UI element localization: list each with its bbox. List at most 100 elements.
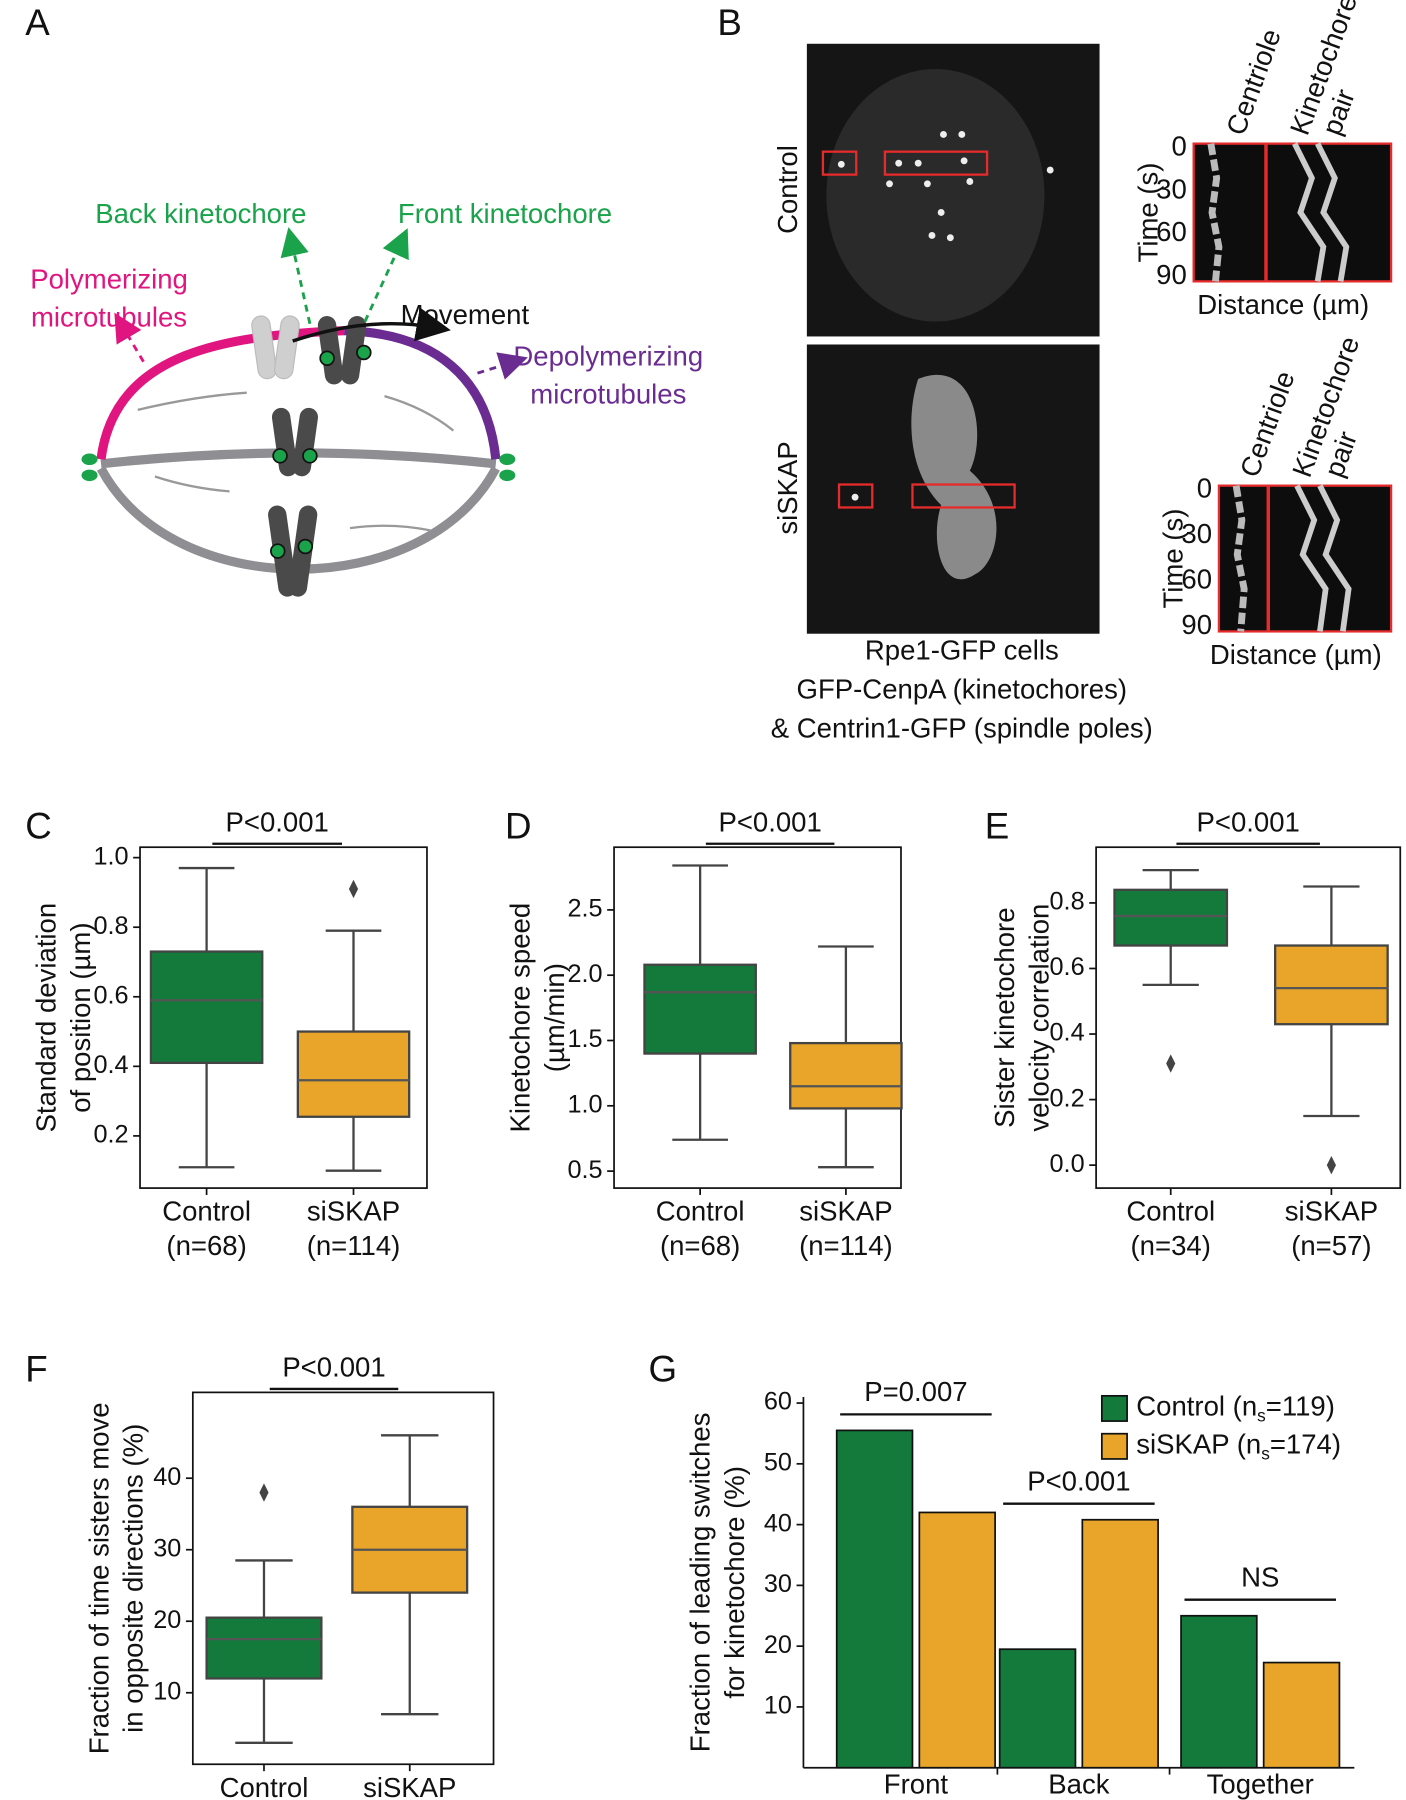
n-label: (n=68) (166, 1230, 246, 1261)
y-axis-label: (µm/min) (539, 963, 570, 1072)
caption: GFP-CenpA (kinetochores) (797, 673, 1128, 704)
spindle-diagram (81, 227, 528, 597)
condition-label: siSKAP (772, 441, 803, 534)
y-tick-label: 20 (153, 1606, 181, 1634)
condition-label: Control (772, 145, 803, 234)
x-tick-label: siSKAP (363, 1772, 456, 1800)
y-tick-label: 0.6 (1050, 953, 1085, 981)
bar (1262, 1661, 1341, 1769)
kymograph (1217, 484, 1393, 633)
panel-label: F (25, 1348, 47, 1389)
y-tick-label: 40 (153, 1463, 181, 1491)
plot-frame (191, 1391, 495, 1766)
y-tick-label: 0 (1171, 131, 1186, 162)
outlier (1166, 1054, 1176, 1073)
x-tick-label: Control (162, 1196, 251, 1227)
x-tick-label: Control (220, 1772, 309, 1800)
y-tick-label: 1.0 (93, 842, 128, 870)
diagram-label: Movement (401, 299, 530, 330)
y-tick-label: 0.2 (1050, 1084, 1085, 1112)
y-axis-label: Fraction of leading switches (685, 1412, 716, 1752)
panel-label: G (648, 1348, 677, 1389)
significance-label: P<0.001 (226, 807, 329, 838)
n-label: (n=68) (660, 1230, 740, 1261)
legend-label: Control (ns=119) (1136, 1391, 1335, 1425)
caption: Rpe1-GFP cells (865, 634, 1059, 665)
panel-label: C (25, 806, 52, 847)
legend-swatch (1100, 1394, 1128, 1422)
y-axis-label: in opposite directions (%) (118, 1424, 149, 1733)
significance-label: P<0.001 (1027, 1465, 1130, 1496)
box (205, 1616, 323, 1680)
n-label: (n=114) (799, 1230, 893, 1261)
box (789, 1041, 903, 1110)
x-tick-label: Control (656, 1196, 745, 1227)
legend-text: siSKAP (n (1136, 1429, 1261, 1460)
plot-frame (613, 846, 902, 1189)
y-tick-label: 0.8 (1050, 888, 1085, 916)
y-axis-label: Time (s) (1158, 509, 1189, 609)
box (643, 963, 757, 1055)
kymograph (1192, 142, 1393, 283)
panel-label: A (25, 2, 50, 43)
y-axis-label: Fraction of time sisters move (83, 1402, 114, 1754)
kymograph-trace (1292, 142, 1327, 282)
plot-frame (1095, 846, 1402, 1189)
y-tick-label: 90 (1156, 259, 1187, 290)
kymograph-trace (1315, 142, 1350, 282)
y-tick-label: 0.8 (93, 912, 128, 940)
y-tick-label: 30 (1181, 518, 1212, 549)
n-label: (n=57) (1291, 1230, 1371, 1261)
y-tick-label: 10 (764, 1692, 792, 1720)
y-axis-label: velocity correlation (1023, 904, 1054, 1132)
x-tick-label: Together (1207, 1768, 1314, 1799)
significance-label: NS (1241, 1561, 1279, 1592)
x-tick-label: Front (884, 1768, 949, 1799)
diagram-label: Front kinetochore (398, 198, 612, 229)
y-tick-label: 10 (153, 1677, 181, 1705)
y-tick-label: 0.4 (93, 1051, 128, 1079)
y-tick-label: 50 (764, 1449, 792, 1477)
diagram-label: microtubules (530, 378, 686, 409)
y-tick-label: 30 (153, 1534, 181, 1562)
x-tick-label: siSKAP (307, 1196, 400, 1227)
significance-label: P<0.001 (718, 807, 821, 838)
outlier (259, 1483, 269, 1502)
box (1274, 944, 1389, 1026)
diagram-label: Back kinetochore (95, 198, 306, 229)
y-tick-label: 0.5 (567, 1156, 602, 1184)
panel-label: D (505, 806, 532, 847)
y-tick-label: 1.0 (567, 1090, 602, 1118)
legend-label: siSKAP (ns=174) (1136, 1429, 1341, 1463)
y-tick-label: 20 (764, 1631, 792, 1659)
x-axis-label: Distance (µm) (1210, 639, 1382, 670)
x-tick-label: Back (1048, 1768, 1109, 1799)
panel-label: B (717, 2, 742, 43)
kymograph-trace (1294, 484, 1329, 632)
outlier (348, 879, 359, 899)
y-tick-label: 1.5 (567, 1025, 602, 1053)
diagram-label: microtubules (31, 302, 187, 333)
x-axis-label: Distance (µm) (1197, 289, 1369, 320)
y-axis-label: Standard deviation (30, 903, 61, 1133)
y-axis-label: Kinetochore speed (505, 903, 536, 1133)
kymograph-trace (1317, 484, 1352, 632)
bar (1180, 1614, 1258, 1769)
legend-text: Control (n (1136, 1391, 1257, 1422)
y-tick-label: 40 (764, 1509, 792, 1537)
n-label: (n=114) (307, 1230, 401, 1261)
kymograph-trace (1207, 143, 1223, 282)
diagram-label: Depolymerizing (513, 341, 703, 372)
y-tick-label: 30 (764, 1570, 792, 1598)
y-tick-label: 90 (1181, 609, 1212, 640)
y-tick-label: 60 (764, 1388, 792, 1416)
y-tick-label: 30 (1156, 173, 1187, 204)
legend-text: =174) (1270, 1429, 1341, 1460)
box (1113, 888, 1229, 947)
bar (918, 1511, 996, 1769)
column-label: Centriole (1220, 25, 1287, 139)
legend-swatch (1100, 1432, 1128, 1460)
plot-frame (139, 846, 428, 1189)
